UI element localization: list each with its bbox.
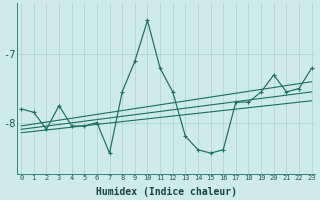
X-axis label: Humidex (Indice chaleur): Humidex (Indice chaleur) bbox=[96, 186, 237, 197]
